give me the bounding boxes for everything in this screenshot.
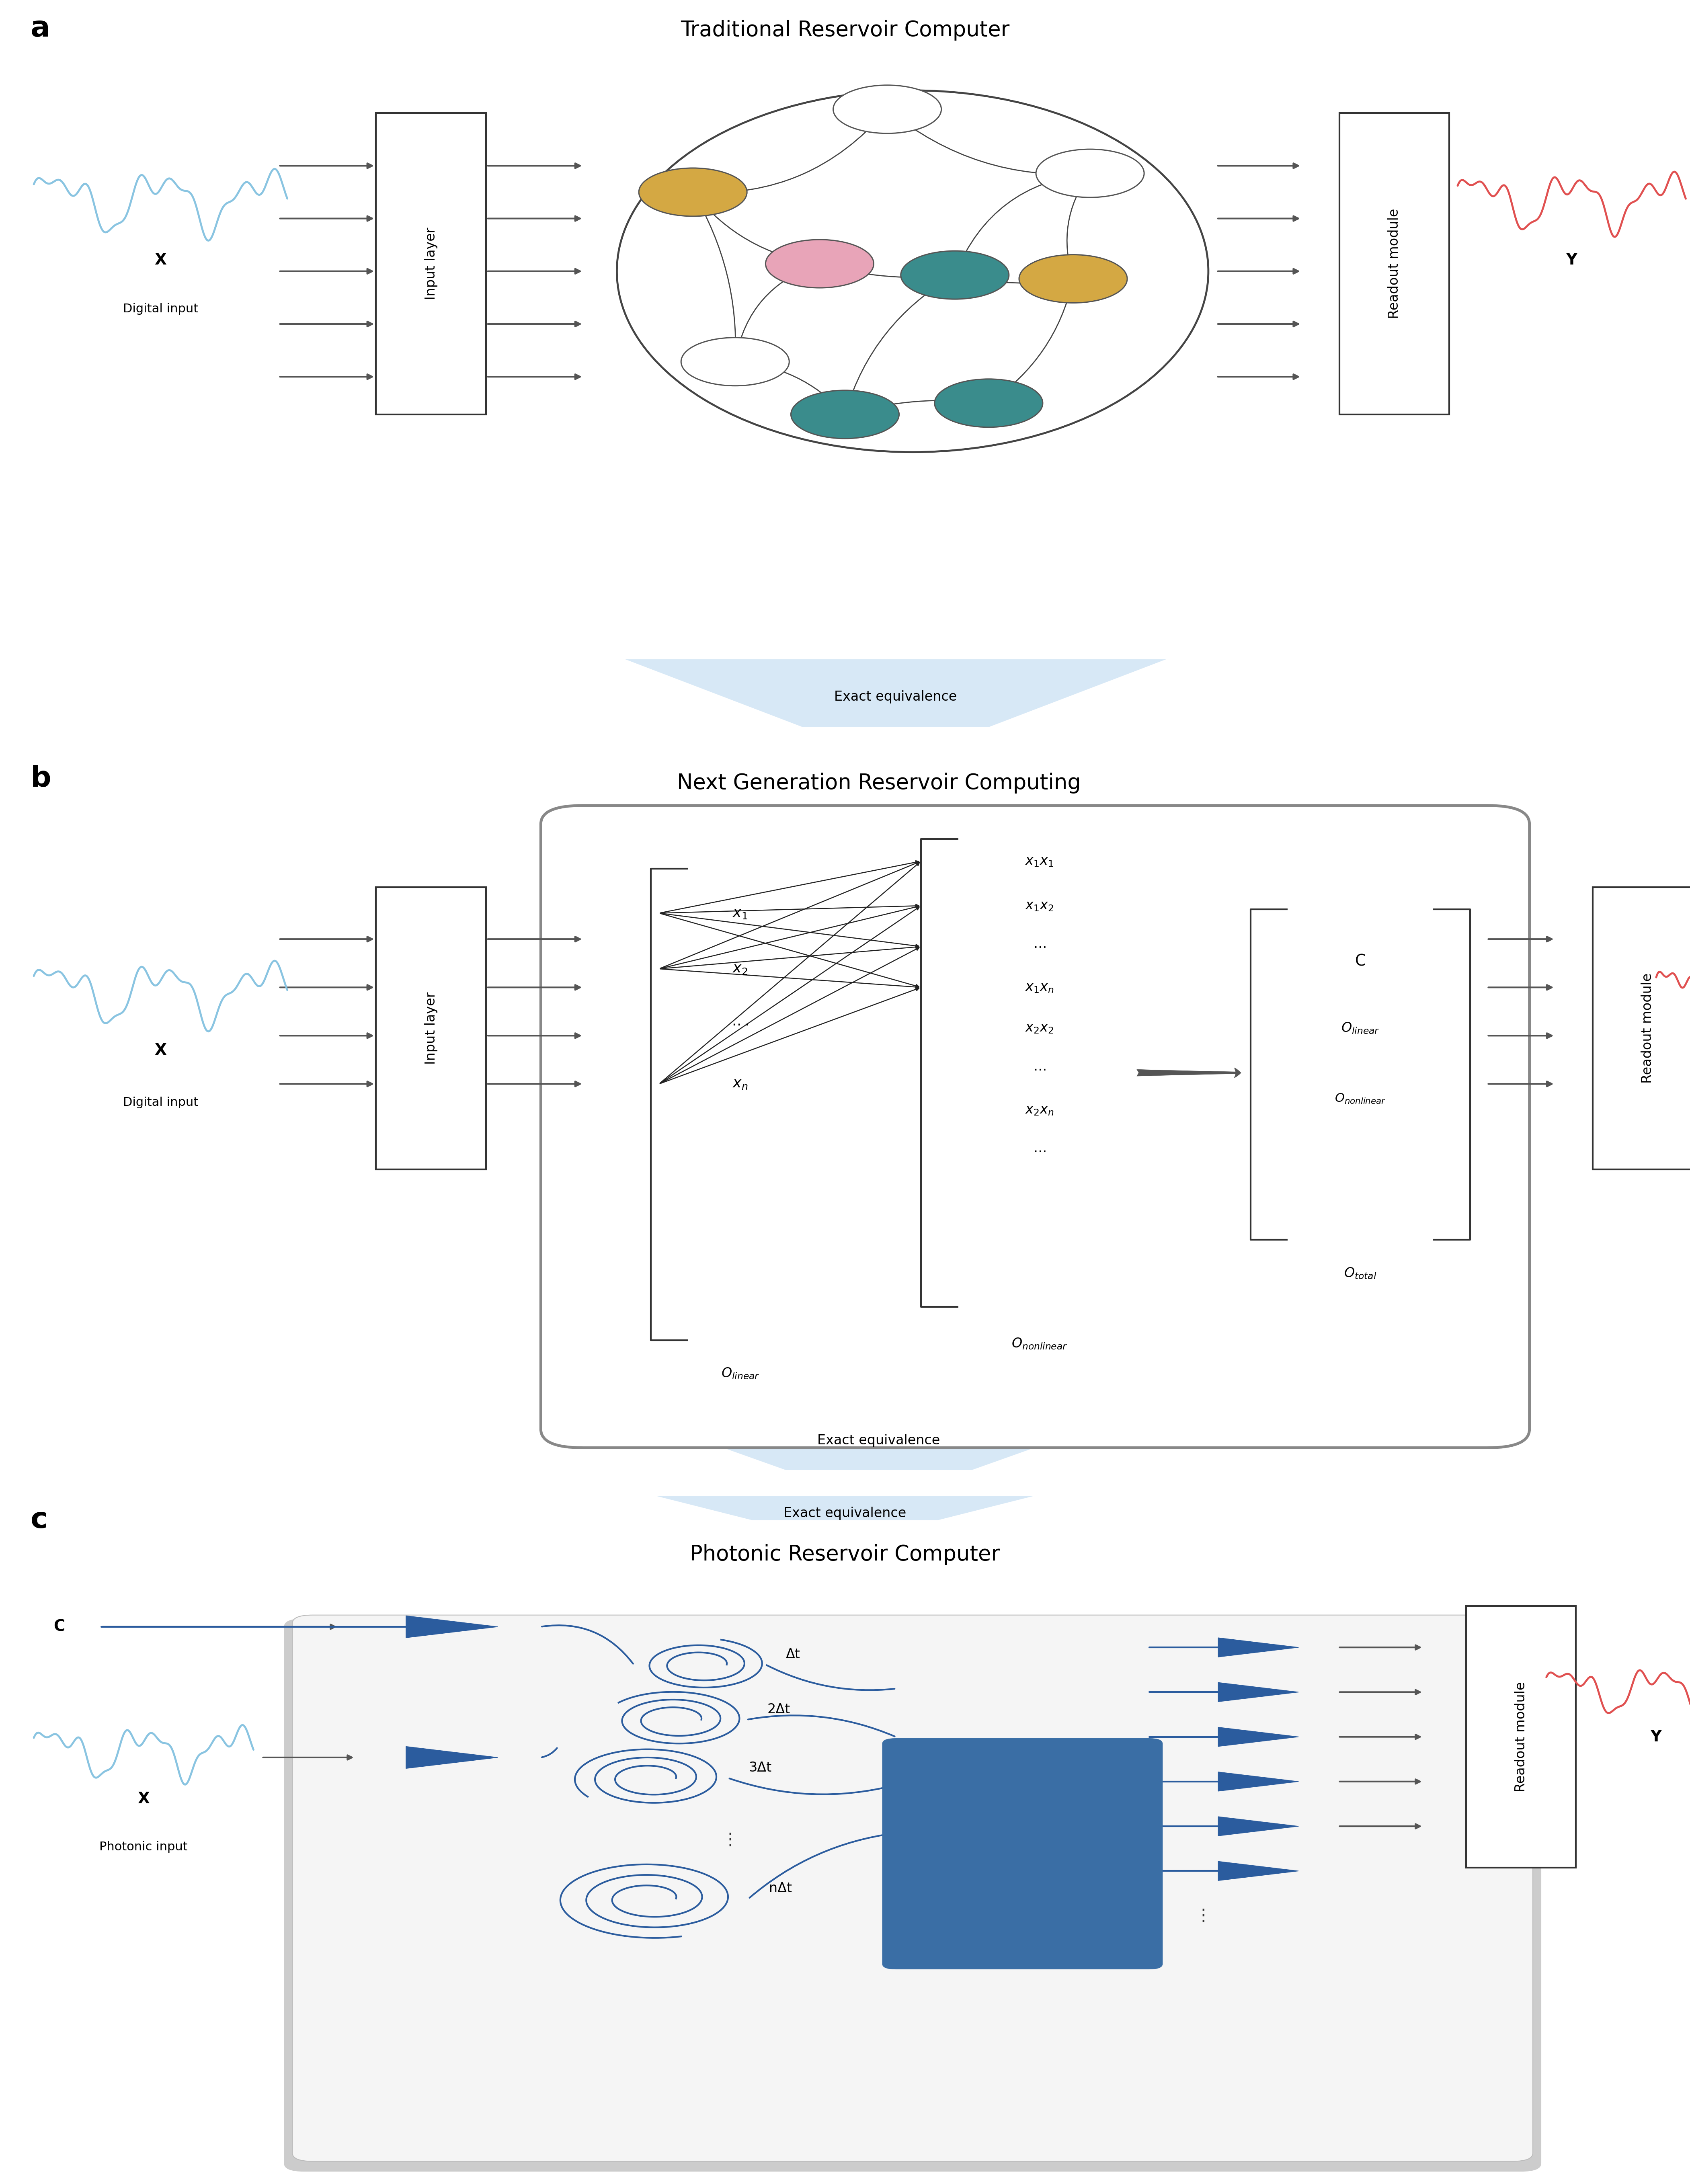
Bar xyxy=(375,114,487,415)
Text: $O_{nonlinear}$: $O_{nonlinear}$ xyxy=(1335,1092,1386,1105)
Text: $\cdots$: $\cdots$ xyxy=(1033,1061,1046,1077)
Polygon shape xyxy=(1218,1728,1298,1747)
Text: C: C xyxy=(1355,954,1366,970)
FancyBboxPatch shape xyxy=(284,1618,1541,2171)
Text: Input layer: Input layer xyxy=(424,992,438,1064)
Ellipse shape xyxy=(617,90,1208,452)
Text: Next Generation Reservoir Computing: Next Generation Reservoir Computing xyxy=(678,773,1080,793)
Polygon shape xyxy=(1218,1682,1298,1701)
Text: $x_2$: $x_2$ xyxy=(732,961,749,976)
Circle shape xyxy=(935,380,1043,428)
Text: $x_1 x_1$: $x_1 x_1$ xyxy=(1026,854,1053,867)
Polygon shape xyxy=(608,1406,1149,1470)
Bar xyxy=(375,887,487,1168)
Text: $\cdots$: $\cdots$ xyxy=(1033,1144,1046,1158)
Text: X: X xyxy=(154,1044,167,1057)
Text: Input layer: Input layer xyxy=(424,227,438,299)
Polygon shape xyxy=(1218,1638,1298,1658)
Text: $O_{nonlinear}$: $O_{nonlinear}$ xyxy=(1011,1337,1068,1350)
Bar xyxy=(1594,887,1690,1168)
Polygon shape xyxy=(406,1747,499,1769)
Polygon shape xyxy=(1218,1817,1298,1837)
Text: $x_1 x_n$: $x_1 x_n$ xyxy=(1026,981,1053,994)
Text: c: c xyxy=(30,1507,47,1533)
Text: Digital input: Digital input xyxy=(123,1096,198,1107)
Text: Readout module: Readout module xyxy=(1387,207,1401,319)
Polygon shape xyxy=(575,1476,1115,1520)
Text: $\cdots$: $\cdots$ xyxy=(1033,939,1046,952)
Text: X: X xyxy=(154,253,167,269)
Text: $O_{linear}$: $O_{linear}$ xyxy=(722,1367,759,1380)
Text: 2Δt: 2Δt xyxy=(767,1704,791,1717)
Text: Photonic Reservoir Computer: Photonic Reservoir Computer xyxy=(690,1544,1000,1566)
Text: $\vdots$: $\vdots$ xyxy=(722,1832,732,1848)
Polygon shape xyxy=(406,1616,499,1638)
Text: Y: Y xyxy=(1567,253,1577,269)
Circle shape xyxy=(639,168,747,216)
Text: $x_1 x_2$: $x_1 x_2$ xyxy=(1026,900,1053,913)
Circle shape xyxy=(681,339,789,387)
Circle shape xyxy=(833,85,941,133)
Text: Traditional Reservoir Computer: Traditional Reservoir Computer xyxy=(681,20,1009,41)
Polygon shape xyxy=(625,660,1166,727)
Circle shape xyxy=(901,251,1009,299)
Text: Digital input: Digital input xyxy=(123,304,198,314)
Text: X: X xyxy=(137,1791,150,1806)
Text: $x_1$: $x_1$ xyxy=(732,906,749,919)
Text: Readout module: Readout module xyxy=(1514,1682,1528,1793)
Circle shape xyxy=(1019,256,1127,304)
Text: $O_{linear}$: $O_{linear}$ xyxy=(1342,1022,1379,1035)
Text: 3Δt: 3Δt xyxy=(749,1760,772,1773)
Text: a: a xyxy=(30,15,51,44)
Text: nΔt: nΔt xyxy=(769,1883,793,1896)
Circle shape xyxy=(791,391,899,439)
Text: Exact equivalence: Exact equivalence xyxy=(835,690,957,703)
Text: Exact equivalence: Exact equivalence xyxy=(784,1507,906,1520)
FancyBboxPatch shape xyxy=(292,1614,1533,2162)
Text: Exact equivalence: Exact equivalence xyxy=(818,1433,940,1448)
Text: Photonic input: Photonic input xyxy=(100,1841,188,1852)
FancyBboxPatch shape xyxy=(541,806,1529,1448)
Text: $x_n$: $x_n$ xyxy=(732,1077,749,1090)
Text: Readout module: Readout module xyxy=(1641,974,1655,1083)
Text: $\vdots$: $\vdots$ xyxy=(1195,1907,1205,1924)
Circle shape xyxy=(766,240,874,288)
Bar xyxy=(1340,114,1450,415)
Polygon shape xyxy=(1218,1861,1298,1880)
Text: Δt: Δt xyxy=(786,1647,801,1660)
Text: C: C xyxy=(54,1618,64,1634)
Polygon shape xyxy=(1218,1771,1298,1791)
Text: $x_2 x_n$: $x_2 x_n$ xyxy=(1026,1103,1053,1116)
FancyBboxPatch shape xyxy=(882,1738,1163,1970)
Text: $O_{total}$: $O_{total}$ xyxy=(1344,1267,1377,1280)
Bar xyxy=(1467,1605,1577,1867)
Circle shape xyxy=(1036,149,1144,197)
Text: $\cdot\!\cdot\!\cdot$: $\cdot\!\cdot\!\cdot$ xyxy=(732,1018,749,1031)
Text: $x_2 x_2$: $x_2 x_2$ xyxy=(1026,1022,1053,1035)
Text: Y: Y xyxy=(1651,1730,1661,1745)
Text: b: b xyxy=(30,764,51,793)
